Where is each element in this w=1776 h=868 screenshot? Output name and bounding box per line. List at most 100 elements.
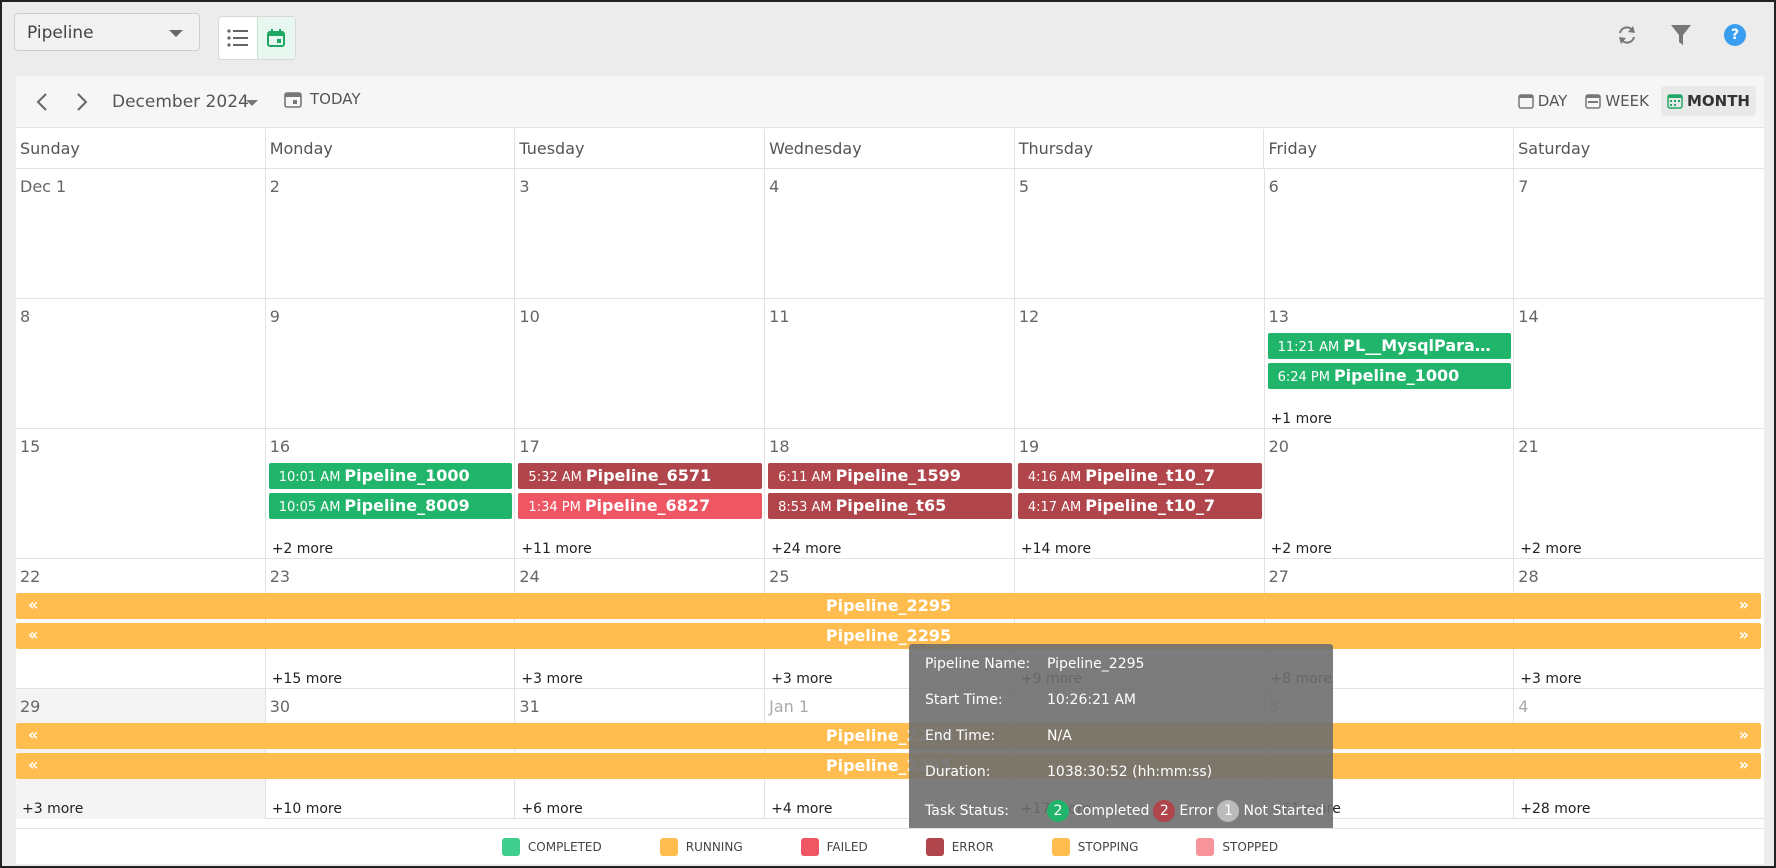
- weekday-label: Friday: [1264, 129, 1515, 168]
- day-cell[interactable]: 12: [1015, 299, 1265, 429]
- day-cell[interactable]: 16 10:01 AM Pipeline_1000 10:05 AM Pipeline_…: [266, 429, 516, 559]
- help-button[interactable]: ?: [1720, 20, 1750, 50]
- continues-right-icon: »: [1738, 595, 1749, 614]
- legend-label: ERROR: [951, 839, 994, 854]
- event-chip[interactable]: 4:16 AM Pipeline_t10_7: [1017, 463, 1262, 489]
- event-chip[interactable]: 10:01 AM Pipeline_1000: [268, 463, 513, 489]
- day-cell[interactable]: 8: [16, 299, 266, 429]
- day-cell[interactable]: 9: [266, 299, 516, 429]
- multi-day-event-bar[interactable]: «Pipeline_2295»: [16, 753, 1761, 779]
- day-cell[interactable]: 7: [1514, 169, 1764, 299]
- week-view-button[interactable]: WEEK: [1579, 86, 1655, 116]
- more-events-link[interactable]: +3 more: [22, 801, 84, 817]
- event-time: 4:17 AM: [1027, 500, 1082, 515]
- day-number: Dec 1: [20, 177, 67, 196]
- prev-month-button[interactable]: [32, 92, 52, 112]
- more-events-link[interactable]: +2 more: [1270, 541, 1332, 557]
- day-cell[interactable]: 5: [1015, 169, 1265, 299]
- day-cell[interactable]: 4: [765, 169, 1015, 299]
- event-chip[interactable]: 6:24 PM Pipeline_1000: [1267, 363, 1512, 389]
- event-chip[interactable]: 8:53 AM Pipeline_t65: [768, 493, 1012, 519]
- chevron-left-icon: [36, 93, 47, 111]
- day-cell[interactable]: 11: [765, 299, 1015, 429]
- day-cell[interactable]: 2: [266, 169, 516, 299]
- more-events-link[interactable]: +2 more: [1520, 541, 1582, 557]
- more-events-link[interactable]: +15 more: [271, 671, 342, 687]
- filter-icon: [1671, 25, 1691, 45]
- weekday-label: Tuesday: [515, 129, 766, 168]
- event-name: Pipeline_6571: [585, 466, 712, 485]
- month-picker[interactable]: December 2024: [112, 92, 249, 112]
- more-events-link[interactable]: +14 more: [1020, 541, 1092, 557]
- day-cell[interactable]: 15: [16, 429, 266, 559]
- more-events-link[interactable]: +3 more: [1520, 671, 1582, 687]
- legend-label: FAILED: [826, 839, 868, 854]
- event-chip[interactable]: 6:11 AM Pipeline_1599: [768, 463, 1012, 489]
- more-events-link[interactable]: +6 more: [521, 801, 583, 817]
- more-events-link[interactable]: +3 more: [771, 671, 833, 687]
- event-name: Pipeline_8009: [344, 496, 470, 515]
- legend-label: RUNNING: [685, 839, 743, 854]
- day-view-label: DAY: [1537, 92, 1568, 110]
- pipeline-select[interactable]: Pipeline: [14, 13, 200, 51]
- event-chip[interactable]: 5:32 AM Pipeline_6571: [518, 463, 763, 489]
- day-cell[interactable]: 3: [515, 169, 766, 299]
- day-cell[interactable]: 21 +2 more: [1514, 429, 1764, 559]
- day-cell[interactable]: 20 +2 more: [1265, 429, 1515, 559]
- day-number: 23: [269, 567, 291, 586]
- calendar-icon: [1518, 94, 1534, 109]
- chevron-down-icon: [169, 30, 183, 37]
- more-events-link[interactable]: +28 more: [1520, 801, 1591, 817]
- day-cell[interactable]: 19 4:16 AM Pipeline_t10_7 4:17 AM Pipeline_t…: [1015, 429, 1265, 559]
- day-cell[interactable]: 14: [1514, 299, 1764, 429]
- day-view-button[interactable]: DAY: [1512, 86, 1574, 116]
- more-events-link[interactable]: +1 more: [1270, 411, 1332, 427]
- legend-swatch: [800, 837, 819, 856]
- view-toggle: [218, 16, 296, 60]
- weekday-label: Sunday: [16, 129, 266, 168]
- event-time: 11:21 AM: [1277, 340, 1340, 355]
- calendar-view-button[interactable]: [256, 17, 295, 59]
- chevron-down-icon[interactable]: [246, 100, 258, 106]
- more-events-link[interactable]: +3 more: [521, 671, 583, 687]
- day-cell[interactable]: 13 11:21 AM PL__MysqlParameter 6:24 PM Pipel…: [1265, 299, 1515, 429]
- more-events-link[interactable]: +24 more: [771, 541, 842, 557]
- refresh-button[interactable]: [1612, 20, 1642, 50]
- more-events-link[interactable]: +4 more: [771, 801, 833, 817]
- list-icon: [227, 29, 248, 47]
- next-month-button[interactable]: [72, 92, 92, 112]
- day-cell[interactable]: 4 +28 more: [1514, 689, 1764, 819]
- day-cell[interactable]: Dec 1: [16, 169, 266, 299]
- event-time: 10:05 AM: [278, 500, 341, 515]
- weekday-label: Saturday: [1518, 139, 1591, 158]
- status-legend: COMPLETED RUNNING FAILED ERROR STOPPING STOPP…: [16, 828, 1764, 864]
- day-cell[interactable]: 10: [515, 299, 766, 429]
- more-events-link[interactable]: +2 more: [271, 541, 334, 557]
- continues-left-icon: «: [28, 725, 39, 744]
- error-count-badge: 2: [1153, 800, 1176, 822]
- multi-day-event-bar[interactable]: «Pipeline_2295»: [16, 723, 1761, 749]
- day-cell[interactable]: 17 5:32 AM Pipeline_6571 1:34 PM Pipeline_68…: [515, 429, 766, 559]
- more-events-link[interactable]: +10 more: [271, 801, 342, 817]
- day-cell[interactable]: 6: [1265, 169, 1515, 299]
- day-cell[interactable]: 18 6:11 AM Pipeline_1599 8:53 AM Pipeline_t6…: [765, 429, 1015, 559]
- list-view-button[interactable]: [219, 17, 257, 59]
- not-started-status-label: Not Started: [1243, 803, 1325, 819]
- multi-day-event-bar[interactable]: «Pipeline_2295»: [16, 593, 1761, 619]
- more-events-link[interactable]: +11 more: [521, 541, 592, 557]
- event-chip[interactable]: 11:21 AM PL__MysqlParameter: [1267, 333, 1512, 359]
- today-button[interactable]: TODAY: [284, 90, 361, 108]
- day-cell[interactable]: 28 +3 more: [1514, 559, 1764, 689]
- filter-button[interactable]: [1666, 20, 1696, 50]
- calendar-panel: December 2024 TODAY DAY WEEK: [16, 76, 1764, 864]
- event-chip[interactable]: 10:05 AM Pipeline_8009: [268, 493, 513, 519]
- legend-swatch: [1051, 837, 1070, 856]
- event-chip[interactable]: 4:17 AM Pipeline_t10_7: [1017, 493, 1262, 519]
- completed-status-label: Completed: [1073, 803, 1150, 819]
- month-view-button[interactable]: MONTH: [1660, 86, 1756, 116]
- event-chip[interactable]: 1:34 PM Pipeline_6827: [518, 493, 763, 519]
- multi-day-event-bar[interactable]: «Pipeline_2295»: [16, 623, 1761, 649]
- day-number: 2: [269, 177, 280, 196]
- continues-right-icon: »: [1738, 725, 1749, 744]
